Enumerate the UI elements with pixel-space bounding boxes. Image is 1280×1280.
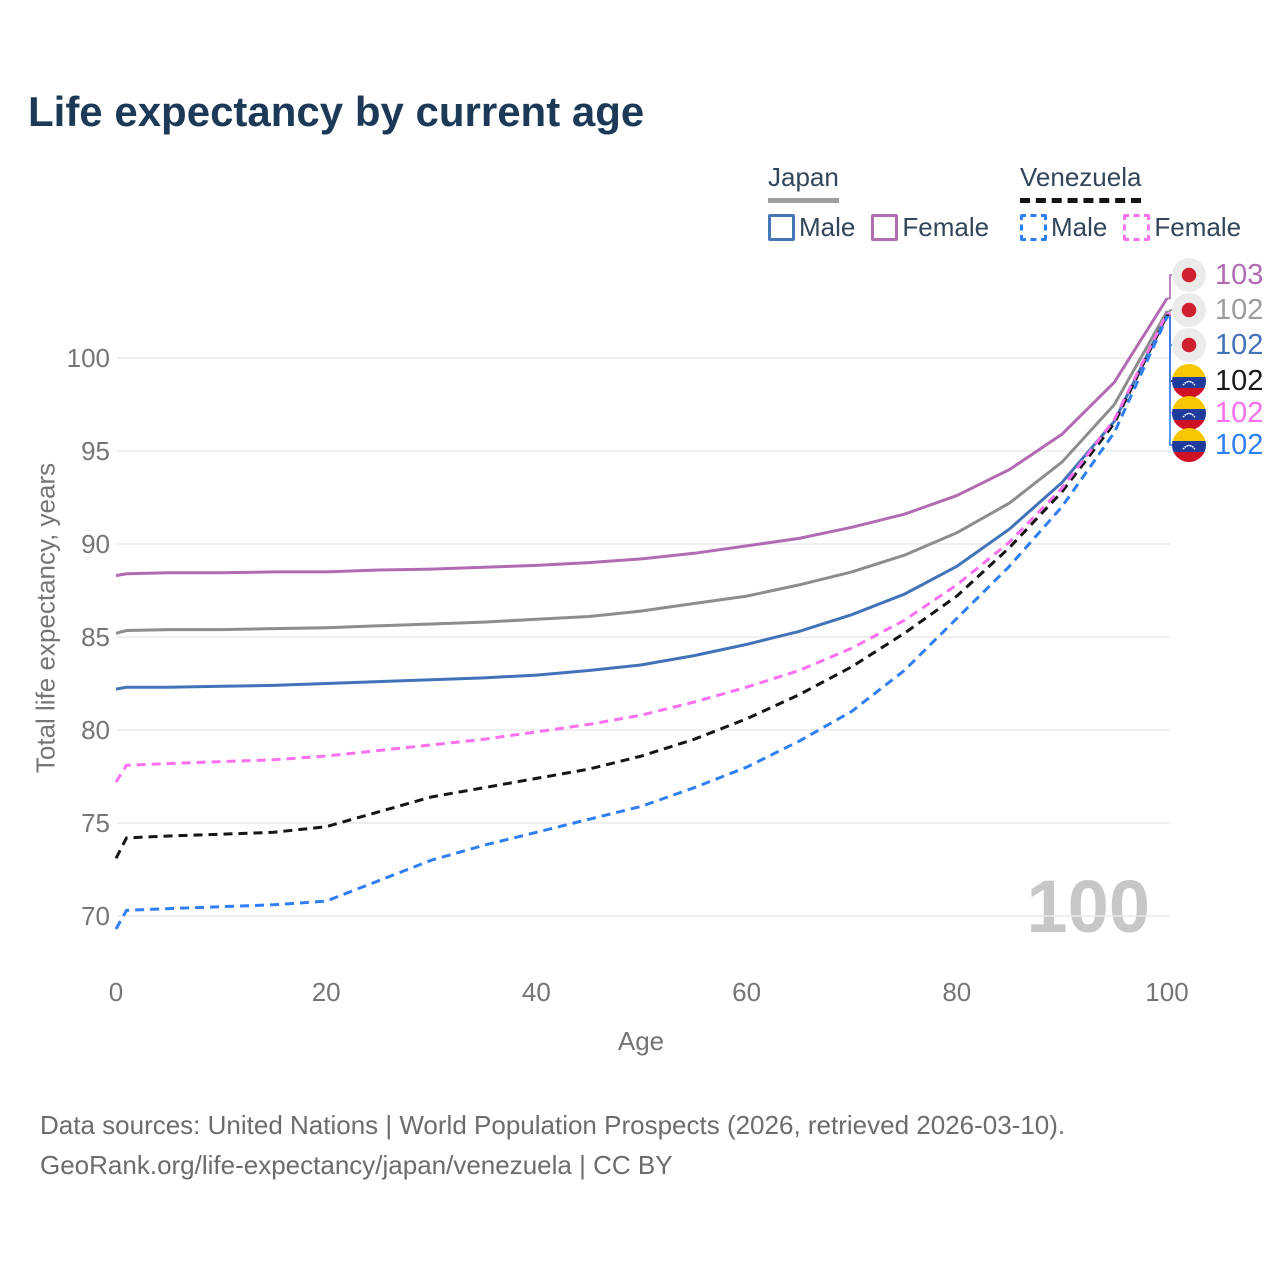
legend-group-venezuela: Venezuela Male Female (1020, 162, 1241, 243)
venezuela-male-checkbox[interactable] (1020, 214, 1047, 241)
x-tick-label-20: 20 (311, 977, 341, 1007)
venezuela-female-checkbox[interactable] (1123, 214, 1151, 241)
series-line-venezuela-female (114, 312, 1169, 783)
japan-male-checkbox[interactable] (768, 214, 795, 241)
end-value-row-japan-both-sexes: 102 (1172, 293, 1263, 327)
x-axis-title: Age (617, 1026, 665, 1056)
end-value-row-japan-female: 103 (1172, 258, 1263, 292)
y-tick-label-75: 75 (81, 808, 110, 838)
x-tick-label-0: 0 (108, 977, 124, 1007)
end-value-label: 102 (1215, 396, 1264, 429)
japan-female-label[interactable]: Female (902, 212, 990, 242)
venezuela-male-label[interactable]: Male (1051, 212, 1108, 242)
venezuela-flag-icon (1172, 364, 1206, 398)
page-title: Life expectancy by current age (28, 88, 645, 135)
japan-flag-icon (1172, 293, 1206, 327)
y-tick-label-90: 90 (81, 529, 110, 559)
japan-female-checkbox[interactable] (871, 214, 899, 241)
series-line-japan-male (115, 314, 1169, 691)
end-value-row-venezuela-both-sexes: 102 (1172, 364, 1263, 398)
end-value-label: 102 (1215, 428, 1264, 461)
series-line-venezuela-male (114, 316, 1169, 930)
end-value-row-japan-male: 102 (1172, 328, 1263, 362)
line-chart-plot-area (114, 274, 1177, 930)
data-sources-text: Data sources: United Nations | World Pop… (40, 1110, 1066, 1140)
end-value-row-venezuela-male: 102 (1172, 428, 1263, 462)
y-tick-label-80: 80 (81, 715, 110, 745)
y-tick-label-95: 95 (81, 436, 110, 466)
japan-flag-icon (1172, 328, 1206, 362)
japan-flag-icon (1172, 258, 1206, 292)
legend-japan-title[interactable]: Japan (768, 162, 839, 203)
legend-group-japan: Japan Male Female (768, 162, 989, 243)
attribution-link-text: GeoRank.org/life-expectancy/japan/venezu… (40, 1150, 673, 1180)
legend-venezuela-title[interactable]: Venezuela (1020, 162, 1142, 203)
y-tick-label-70: 70 (81, 901, 110, 931)
end-value-label: 102 (1215, 293, 1264, 326)
series-line-japan-both-sexes (115, 310, 1169, 635)
age-indicator: 100 (1026, 865, 1150, 948)
series-line-japan-female (115, 297, 1169, 578)
japan-male-label[interactable]: Male (799, 212, 856, 242)
venezuela-flag-icon (1172, 396, 1206, 430)
end-value-row-venezuela-female: 102 (1172, 396, 1263, 430)
y-tick-label-100: 100 (66, 343, 110, 373)
venezuela-flag-icon (1172, 428, 1206, 462)
x-tick-label-60: 60 (732, 977, 762, 1007)
x-tick-label-80: 80 (942, 977, 972, 1007)
end-value-label: 102 (1215, 364, 1264, 397)
series-line-venezuela-both-sexes (114, 314, 1169, 859)
y-tick-label-85: 85 (81, 622, 110, 652)
end-value-label: 103 (1215, 258, 1264, 291)
venezuela-female-label[interactable]: Female (1154, 212, 1242, 242)
x-tick-label-40: 40 (521, 977, 551, 1007)
end-value-label: 102 (1215, 328, 1264, 361)
x-tick-label-100: 100 (1145, 977, 1189, 1007)
